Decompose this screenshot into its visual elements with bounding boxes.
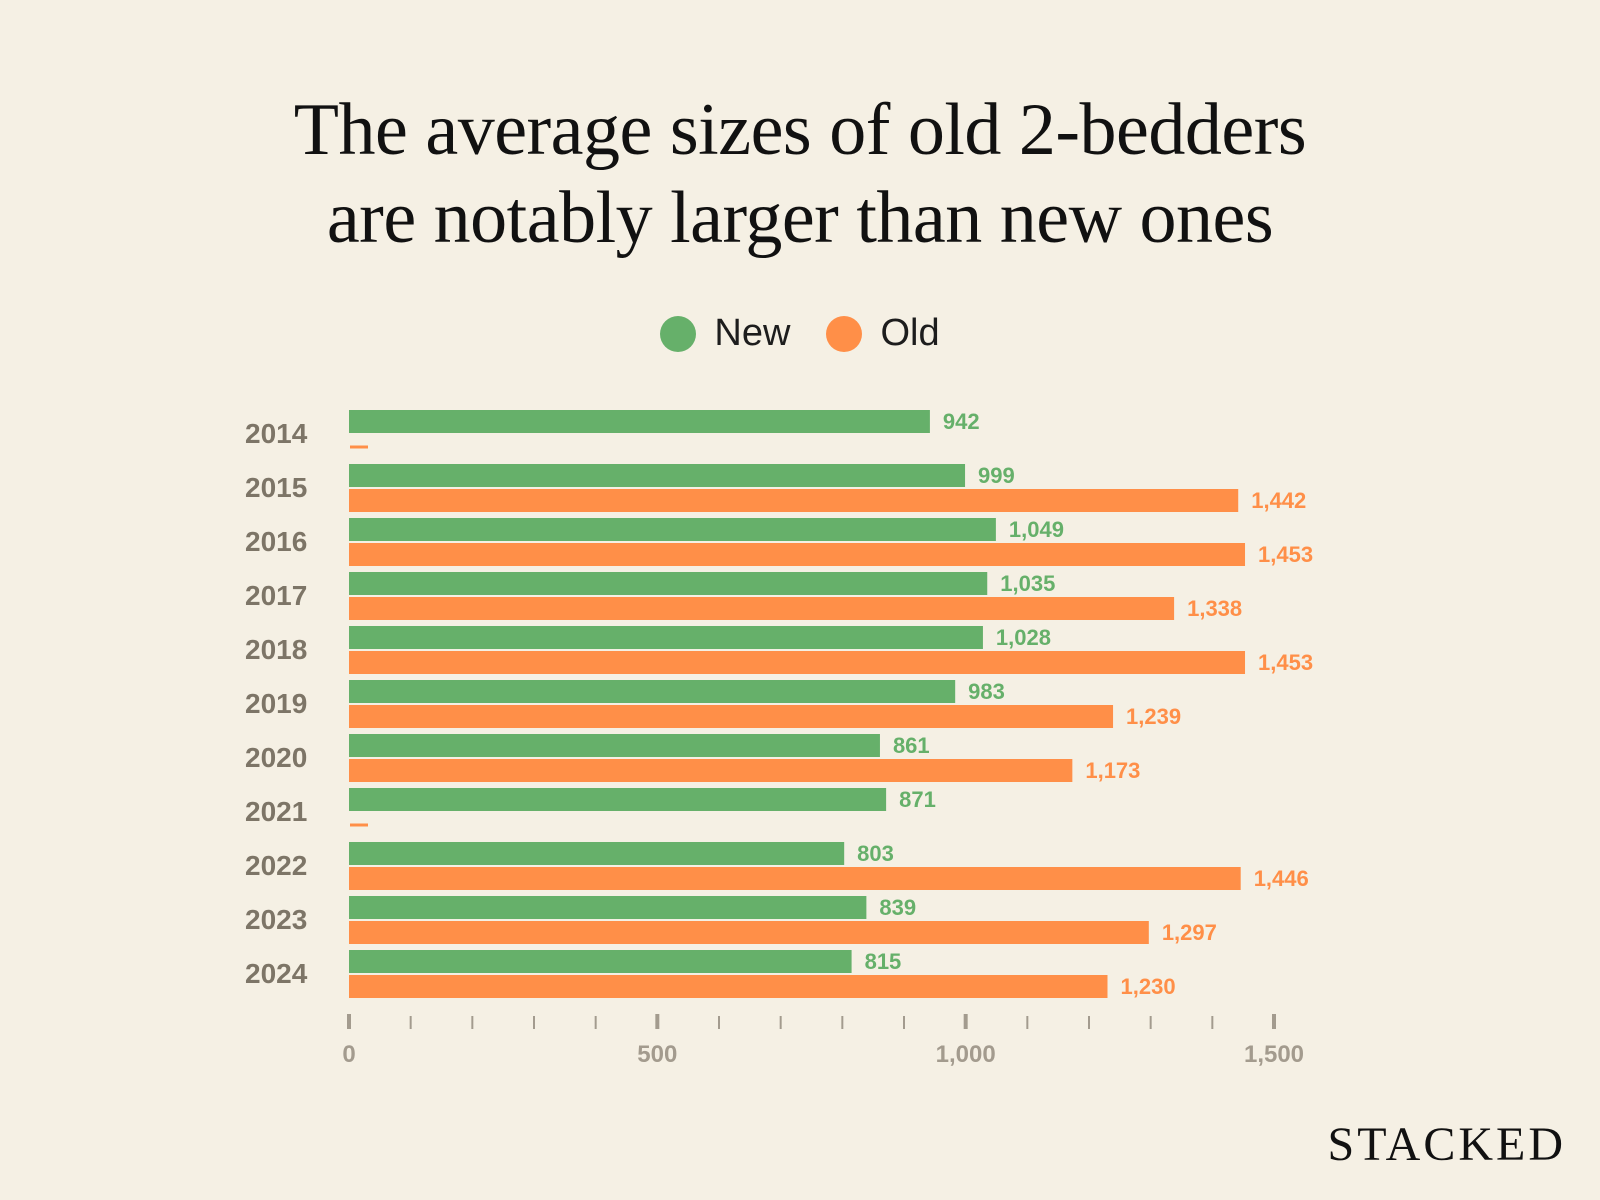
- year-label-2016: 2016: [245, 526, 307, 557]
- value-label-new-2020: 861: [893, 733, 930, 758]
- value-label-old-2023: 1,297: [1162, 920, 1217, 945]
- tick-label-1000: 1,000: [936, 1041, 996, 1068]
- legend-label-new: New: [714, 312, 791, 354]
- value-label-old-2015: 1,442: [1251, 488, 1306, 513]
- chart-title: The average sizes of old 2-bedders are n…: [0, 86, 1600, 262]
- value-label-old-2016: 1,453: [1258, 542, 1313, 567]
- value-label-new-2016: 1,049: [1009, 517, 1064, 542]
- value-label-old-2020: 1,173: [1085, 758, 1140, 783]
- missing-marker-old-2014: [350, 445, 368, 449]
- year-label-2017: 2017: [245, 580, 307, 611]
- tick-label-0: 0: [342, 1041, 355, 1068]
- bar-old-2023: [349, 921, 1149, 944]
- bar-new-2016: [349, 518, 996, 541]
- bar-old-2022: [349, 867, 1241, 890]
- value-label-new-2017: 1,035: [1000, 571, 1055, 596]
- bar-old-2019: [349, 705, 1114, 728]
- legend-label-old: Old: [880, 312, 940, 354]
- value-label-new-2014: 942: [943, 409, 980, 434]
- legend-swatch-old: [826, 315, 863, 352]
- bar-old-2015: [349, 489, 1239, 512]
- chart-title-line-1: The average sizes of old 2-bedders: [293, 89, 1307, 171]
- value-label-new-2015: 999: [978, 463, 1015, 488]
- tick-label-1500: 1,500: [1244, 1041, 1304, 1068]
- bar-new-2021: [349, 788, 887, 811]
- bar-new-2014: [349, 410, 930, 433]
- value-label-new-2023: 839: [879, 895, 916, 920]
- chart-legend: New Old: [0, 312, 1600, 355]
- year-label-2023: 2023: [245, 904, 307, 935]
- legend-swatch-new: [660, 315, 697, 352]
- bar-new-2018: [349, 626, 983, 649]
- bar-new-2017: [349, 572, 988, 595]
- tick-label-500: 500: [637, 1041, 677, 1068]
- bar-old-2017: [349, 597, 1175, 620]
- bar-old-2016: [349, 543, 1246, 566]
- legend-item-old: Old: [826, 312, 940, 355]
- bar-new-2023: [349, 896, 867, 919]
- value-label-new-2019: 983: [968, 679, 1005, 704]
- value-label-old-2019: 1,239: [1126, 704, 1181, 729]
- year-label-2022: 2022: [245, 850, 307, 881]
- value-label-new-2022: 803: [857, 841, 894, 866]
- bar-old-2018: [349, 651, 1246, 674]
- value-label-new-2018: 1,028: [996, 625, 1051, 650]
- bar-new-2019: [349, 680, 956, 703]
- value-label-old-2018: 1,453: [1258, 650, 1313, 675]
- year-label-2024: 2024: [245, 958, 308, 989]
- missing-marker-old-2021: [350, 823, 368, 827]
- bar-old-2024: [349, 975, 1108, 998]
- brand-logo: STACKED: [1327, 1118, 1566, 1171]
- year-label-2019: 2019: [245, 688, 307, 719]
- value-label-old-2024: 1,230: [1121, 974, 1176, 999]
- year-label-2018: 2018: [245, 634, 307, 665]
- bar-old-2020: [349, 759, 1073, 782]
- chart-title-line-2: are notably larger than new ones: [326, 177, 1274, 259]
- bar-new-2015: [349, 464, 966, 487]
- legend-item-new: New: [660, 312, 790, 355]
- value-label-new-2021: 871: [899, 787, 936, 812]
- bar-new-2020: [349, 734, 880, 757]
- value-label-old-2022: 1,446: [1254, 866, 1309, 891]
- bar-new-2024: [349, 950, 852, 973]
- year-label-2015: 2015: [245, 472, 307, 503]
- year-label-2014: 2014: [245, 418, 308, 449]
- year-label-2021: 2021: [245, 796, 307, 827]
- year-label-2020: 2020: [245, 742, 307, 773]
- value-label-old-2017: 1,338: [1187, 596, 1242, 621]
- bar-new-2022: [349, 842, 845, 865]
- value-label-new-2024: 815: [865, 949, 902, 974]
